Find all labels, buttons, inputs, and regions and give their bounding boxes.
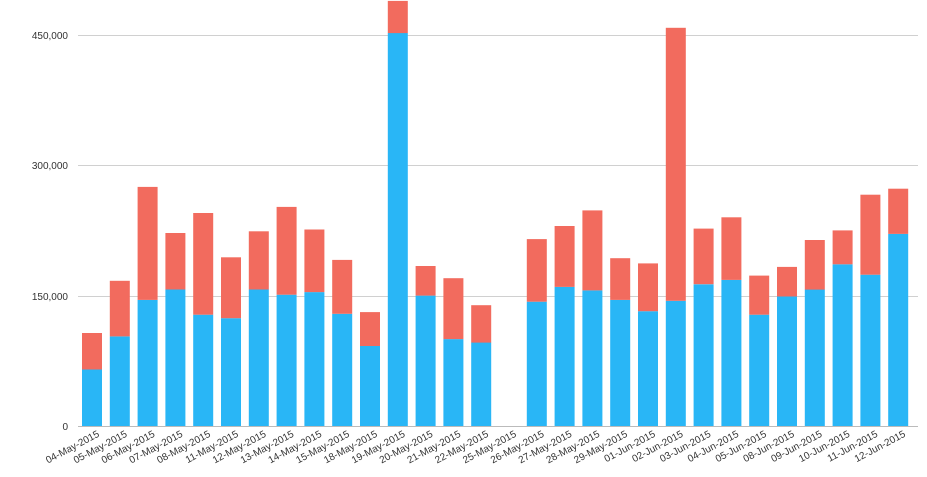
bar-segment-lower: [804, 289, 825, 426]
bar-segment-upper: [638, 263, 658, 312]
bar-segment-upper: [304, 229, 325, 293]
y-tick-label: 300,000: [32, 161, 69, 172]
bar-segment-lower: [165, 289, 186, 426]
bar-segment-upper: [248, 231, 269, 290]
bar-segment-upper: [860, 194, 881, 275]
bar-segment-upper: [82, 333, 102, 370]
bar-segment-upper: [415, 266, 436, 296]
bar-segment-lower: [276, 294, 297, 426]
bar-segment-upper: [832, 230, 853, 265]
y-tick-label: 450,000: [32, 31, 69, 42]
bar-segment-lower: [443, 339, 464, 426]
bar-segment-upper: [360, 312, 380, 346]
bar-segment-upper: [221, 257, 241, 319]
y-tick-label: 0: [62, 422, 68, 433]
bar-segment-lower: [109, 336, 130, 426]
bar-segment-lower: [415, 295, 436, 426]
bar-segment-upper: [721, 217, 742, 280]
bar-segment-upper: [804, 240, 825, 290]
bar-segment-lower: [638, 311, 658, 426]
bar-segment-lower: [193, 314, 214, 426]
bar-segment-lower: [888, 233, 909, 426]
bar-segment-lower: [248, 289, 269, 426]
bar-segment-upper: [387, 0, 408, 34]
bar-segment-lower: [610, 299, 631, 426]
bar-segment-lower: [82, 369, 102, 426]
bar-segment-lower: [360, 346, 380, 426]
bar-segment-upper: [276, 206, 297, 295]
bar-segment-upper: [165, 233, 186, 290]
bar-segment-upper: [526, 239, 547, 302]
bar-segment-upper: [471, 305, 492, 343]
bar-segment-upper: [665, 27, 686, 301]
bar-segment-lower: [137, 299, 158, 426]
bar-segment-lower: [387, 33, 408, 426]
bar-segment-upper: [582, 210, 603, 291]
bar-segment-upper: [332, 259, 353, 314]
bar-segment-lower: [221, 318, 241, 426]
bar-segment-lower: [554, 286, 575, 426]
bar-segment-upper: [443, 278, 464, 340]
bar-segment-upper: [888, 188, 909, 234]
bar-segment-lower: [582, 290, 603, 426]
bars: [82, 0, 909, 426]
bar-segment-lower: [777, 296, 797, 426]
x-axis-ticks: 04-May-201505-May-201506-May-201507-May-…: [44, 429, 908, 467]
bar-segment-lower: [304, 292, 325, 426]
bar-segment-upper: [109, 280, 130, 337]
bar-segment-upper: [693, 228, 714, 285]
bar-segment-lower: [721, 279, 742, 426]
bar-segment-upper: [610, 258, 631, 300]
bar-segment-lower: [471, 342, 492, 426]
bar-segment-lower: [693, 284, 714, 426]
bar-segment-upper: [777, 266, 797, 297]
bar-segment-upper: [137, 186, 158, 300]
bar-segment-lower: [860, 274, 881, 426]
y-tick-label: 150,000: [32, 292, 69, 303]
bar-segment-upper: [749, 275, 770, 315]
bar-segment-lower: [832, 264, 853, 426]
bar-segment-lower: [332, 313, 353, 426]
y-axis-ticks: 0 150,000 300,000 450,000: [32, 31, 69, 433]
bar-segment-lower: [526, 301, 547, 426]
bar-segment-upper: [193, 213, 214, 315]
bar-segment-lower: [665, 300, 686, 426]
bar-segment-upper: [554, 226, 575, 287]
bar-segment-lower: [749, 314, 770, 426]
